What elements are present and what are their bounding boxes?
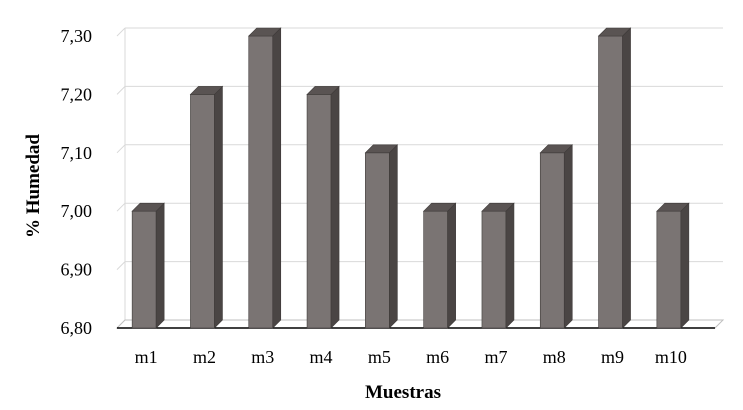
bar-side bbox=[680, 202, 690, 329]
bar-side bbox=[447, 202, 456, 329]
gridline-side bbox=[116, 144, 126, 154]
bar-top bbox=[364, 144, 399, 154]
bar-top bbox=[656, 202, 690, 212]
bar bbox=[656, 202, 690, 329]
bar-side bbox=[622, 27, 631, 329]
bar-front bbox=[423, 210, 448, 329]
gridline-side bbox=[116, 86, 126, 95]
bar-side bbox=[330, 85, 340, 329]
bar-top bbox=[189, 86, 224, 95]
bar-top bbox=[131, 202, 165, 212]
x-tick-label: m5 bbox=[368, 347, 391, 367]
bar-top bbox=[481, 202, 515, 212]
x-axis-title: Muestras bbox=[365, 382, 441, 403]
x-axis-ticks: m1 m2 m3 m4 m5 m6 m7 m8 m9 m10 bbox=[135, 347, 687, 367]
bar bbox=[189, 85, 224, 329]
bar bbox=[597, 27, 632, 329]
gridline-side bbox=[116, 27, 126, 37]
x-tick-label: m2 bbox=[193, 347, 216, 367]
bar-front bbox=[248, 35, 274, 329]
bar-side bbox=[272, 27, 282, 329]
bars bbox=[131, 27, 690, 329]
bar-top bbox=[306, 86, 340, 95]
y-axis-ticks: 6,80 6,90 7,00 7,10 7,20 7,30 bbox=[61, 26, 93, 338]
bar-side bbox=[155, 202, 165, 329]
bar-front bbox=[306, 94, 332, 329]
bar bbox=[364, 144, 399, 329]
bar bbox=[481, 202, 515, 329]
bar-front bbox=[656, 210, 682, 329]
y-tick-label: 6,80 bbox=[61, 318, 93, 338]
x-tick-label: m6 bbox=[426, 347, 449, 367]
gridline-side bbox=[116, 202, 126, 212]
bar-top bbox=[597, 27, 632, 37]
bar bbox=[306, 85, 340, 329]
x-tick-label: m1 bbox=[135, 347, 158, 367]
bar bbox=[131, 202, 165, 329]
y-axis-title: % Humedad bbox=[23, 134, 44, 238]
bar bbox=[539, 144, 573, 329]
bar-front bbox=[190, 94, 215, 329]
x-tick-label: m9 bbox=[601, 347, 624, 367]
x-tick-label: m8 bbox=[543, 347, 566, 367]
x-tick-label: m7 bbox=[484, 347, 507, 367]
gridline-side bbox=[116, 261, 126, 270]
bar-top bbox=[539, 144, 573, 154]
bar-top bbox=[422, 202, 457, 212]
bar-top bbox=[248, 27, 282, 37]
bar bbox=[248, 27, 282, 329]
bar-front bbox=[131, 210, 157, 329]
bar-front bbox=[539, 152, 565, 329]
bar bbox=[422, 202, 457, 329]
y-tick-label: 7,20 bbox=[61, 84, 93, 104]
x-tick-label: m4 bbox=[310, 347, 333, 367]
x-tick-label: m10 bbox=[655, 347, 687, 367]
y-tick-label: 6,90 bbox=[61, 260, 93, 280]
x-tick-label: m3 bbox=[251, 347, 274, 367]
bar-side bbox=[389, 144, 398, 329]
bar-side bbox=[563, 144, 573, 329]
bar-side bbox=[505, 202, 515, 329]
bar-side bbox=[214, 85, 223, 329]
y-tick-label: 7,10 bbox=[61, 143, 93, 163]
y-tick-label: 7,30 bbox=[61, 26, 93, 46]
y-tick-label: 7,00 bbox=[61, 201, 93, 221]
bar-front bbox=[365, 152, 390, 329]
bar-front bbox=[481, 210, 507, 329]
bar-front bbox=[598, 35, 623, 329]
